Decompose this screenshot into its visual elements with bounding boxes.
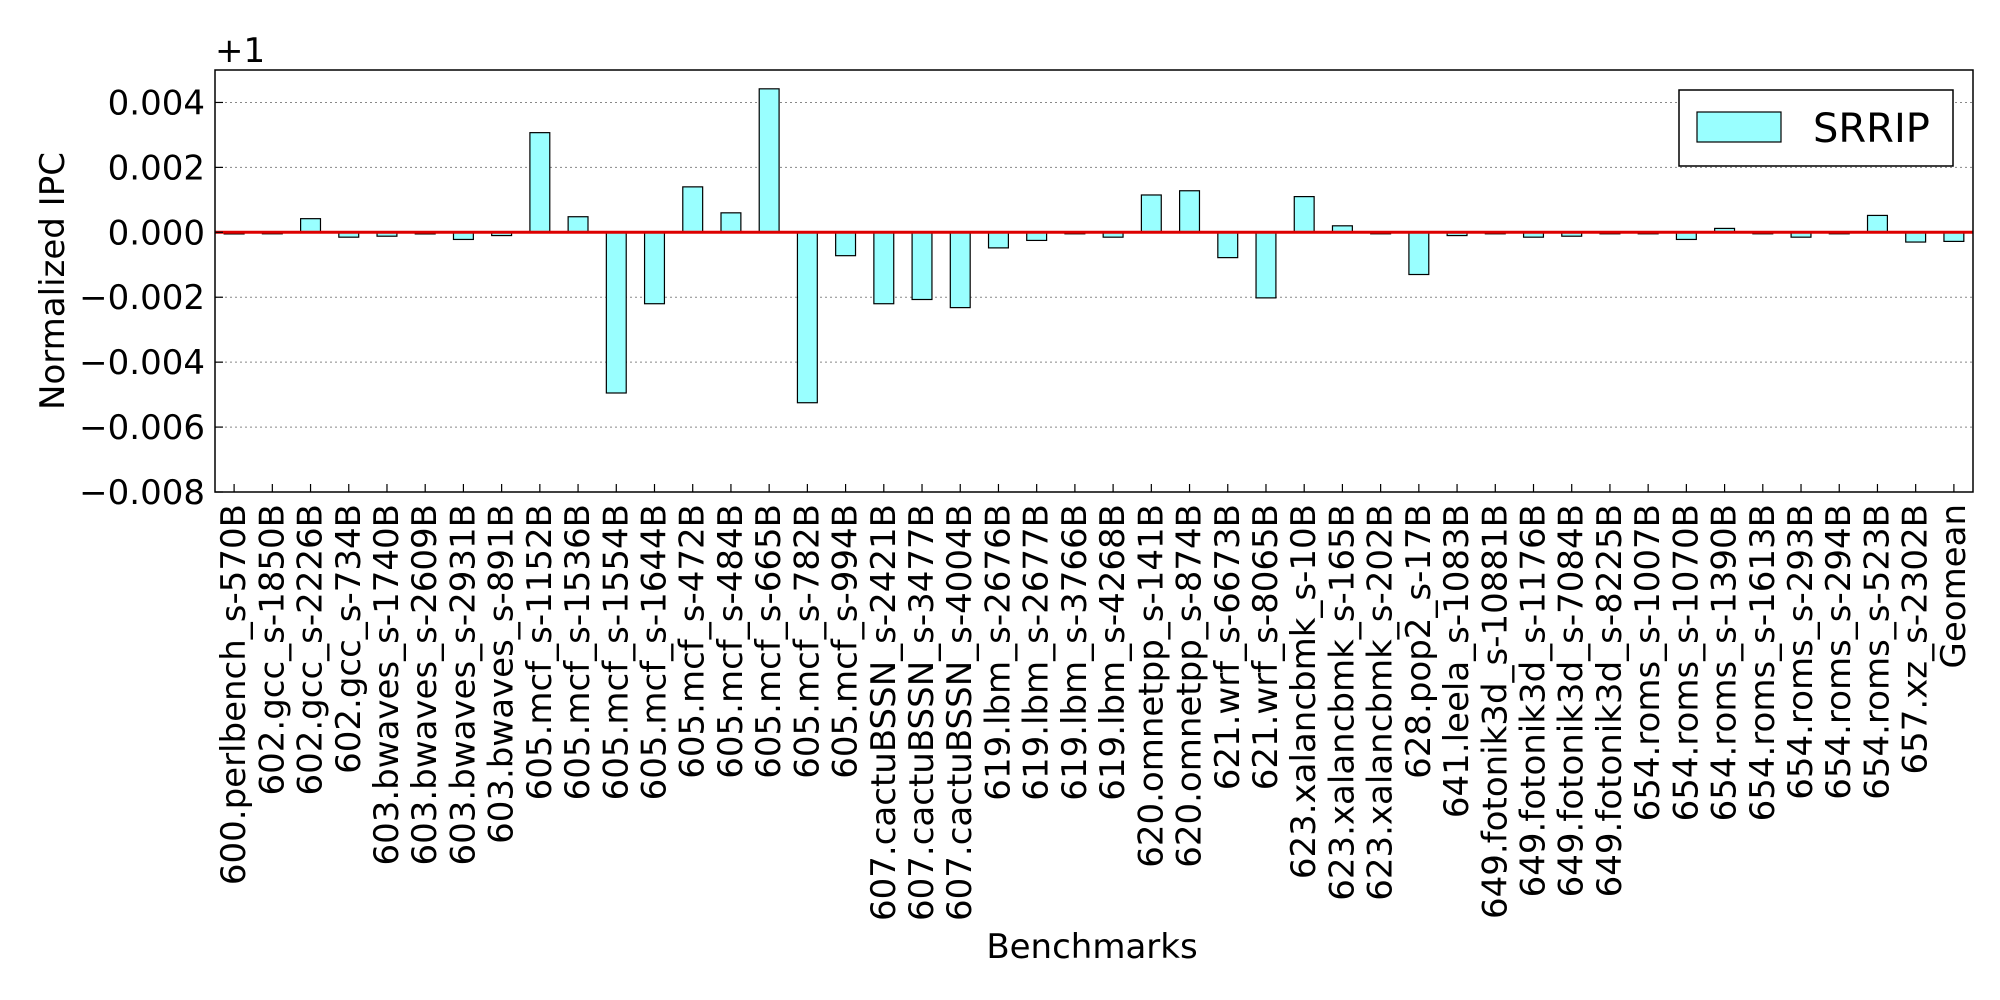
x-tick-label: 657.xz_s-2302B — [1896, 504, 1936, 775]
x-tick-label: 605.mcf_s-472B — [673, 504, 713, 779]
y-tick-label: −0.004 — [79, 343, 205, 383]
x-tick-label: 603.bwaves_s-2931B — [443, 504, 483, 866]
x-axis-title: Benchmarks — [986, 927, 1197, 967]
bar-654.roms_s-523B — [1866, 214, 1888, 233]
x-tick-label: 619.lbm_s-2677B — [1017, 504, 1057, 801]
bar-605.mcf_s-1152B — [529, 132, 551, 233]
y-axis-offset-label: +1 — [215, 31, 265, 71]
x-tick-label: 603.bwaves_s-891B — [482, 504, 522, 844]
bar-620.omnetpp_s-874B — [1179, 190, 1201, 233]
bar-605.mcf_s-484B — [720, 212, 742, 233]
x-tick-label: 602.gcc_s-734B — [329, 504, 369, 774]
x-tick-label: 654.roms_s-1613B — [1743, 504, 1783, 821]
x-tick-label: 628.pop2_s-17B — [1399, 504, 1439, 779]
bar-620.omnetpp_s-141B — [1140, 194, 1162, 233]
y-tick-label: 0.002 — [108, 148, 205, 188]
bar-605.mcf_s-1536B — [567, 216, 589, 233]
x-tick-label: 649.fotonik3d_s-1176B — [1514, 504, 1554, 897]
x-axis-ticks: 600.perlbench_s-570B602.gcc_s-1850B602.g… — [214, 484, 1974, 921]
y-tick-label: −0.002 — [79, 278, 205, 318]
x-tick-label: 654.roms_s-294B — [1819, 504, 1859, 800]
x-tick-label: Geomean — [1934, 504, 1974, 669]
bar-605.mcf_s-472B — [682, 186, 704, 233]
x-tick-label: 602.gcc_s-1850B — [252, 504, 292, 796]
bar-621.wrf_s-8065B — [1255, 231, 1277, 299]
legend-label-srrip: SRRIP — [1813, 106, 1930, 152]
x-tick-label: 641.leela_s-1083B — [1437, 504, 1477, 818]
x-tick-label: 654.roms_s-1390B — [1705, 504, 1745, 821]
y-tick-label: 0.000 — [108, 213, 205, 253]
y-axis-ticks: 0.004 0.002 0.000 −0.002 −0.004 −0.006 −0.008 — [79, 83, 223, 513]
bar-607.cactuBSSN_s-4004B — [949, 231, 971, 309]
x-tick-label: 605.mcf_s-484B — [711, 504, 751, 779]
bar-605.mcf_s-782B — [796, 231, 818, 404]
x-tick-label: 654.roms_s-1007B — [1628, 504, 1668, 821]
plot-area-frame — [214, 69, 1974, 493]
x-tick-label: 607.cactuBSSN_s-2421B — [864, 504, 904, 921]
bar-602.gcc_s-2226B — [300, 218, 322, 233]
legend-swatch-srrip — [1696, 111, 1782, 143]
x-tick-label: 649.fotonik3d_s-10881B — [1475, 504, 1515, 919]
x-tick-label: 600.perlbench_s-570B — [214, 504, 254, 885]
x-tick-label: 620.omnetpp_s-141B — [1131, 504, 1171, 868]
x-tick-label: 602.gcc_s-2226B — [291, 504, 331, 796]
x-tick-label: 607.cactuBSSN_s-3477B — [902, 504, 942, 921]
x-tick-label: 605.mcf_s-1536B — [558, 504, 598, 800]
bar-623.xalancbmk_s-10B — [1293, 196, 1315, 233]
y-tick-label: −0.006 — [79, 408, 205, 448]
y-axis-title: Normalized IPC — [33, 152, 73, 410]
bar-605.mcf_s-994B — [835, 231, 857, 257]
bar-607.cactuBSSN_s-3477B — [911, 231, 933, 301]
x-tick-label: 607.cactuBSSN_s-4004B — [940, 504, 980, 921]
x-tick-label: 620.omnetpp_s-874B — [1170, 504, 1210, 868]
x-tick-label: 605.mcf_s-1554B — [596, 504, 636, 800]
bar-605.mcf_s-1644B — [643, 231, 666, 305]
y-tick-label: 0.004 — [108, 83, 205, 123]
x-tick-label: 605.mcf_s-782B — [787, 504, 827, 779]
x-tick-label: 623.xalancbmk_s-202B — [1361, 504, 1401, 901]
bar-619.lbm_s-2676B — [987, 231, 1009, 249]
x-tick-label: 605.mcf_s-994B — [826, 504, 866, 779]
x-tick-label: 603.bwaves_s-2609B — [405, 504, 445, 866]
x-tick-label: 623.xalancbmk_s-10B — [1284, 504, 1324, 879]
bar-628.pop2_s-17B — [1408, 231, 1430, 276]
x-tick-label: 623.xalancbmk_s-165B — [1322, 504, 1362, 901]
x-tick-label: 654.roms_s-523B — [1857, 504, 1897, 800]
x-tick-label: 605.mcf_s-665B — [749, 504, 789, 779]
x-tick-label: 603.bwaves_s-1740B — [367, 504, 407, 866]
bar-605.mcf_s-665B — [758, 88, 780, 233]
x-tick-label: 619.lbm_s-4268B — [1093, 504, 1133, 801]
x-tick-label: 649.fotonik3d_s-8225B — [1590, 504, 1630, 897]
x-tick-label: 654.roms_s-1070B — [1666, 504, 1706, 821]
bar-607.cactuBSSN_s-2421B — [873, 231, 895, 305]
x-tick-label: 619.lbm_s-2676B — [978, 504, 1018, 801]
x-tick-label: 619.lbm_s-3766B — [1055, 504, 1095, 801]
x-tick-label: 621.wrf_s-8065B — [1246, 504, 1286, 790]
legend: SRRIP — [1678, 89, 1954, 167]
x-tick-label: 621.wrf_s-6673B — [1208, 504, 1248, 790]
x-tick-label: 605.mcf_s-1152B — [520, 504, 560, 800]
x-tick-label: 649.fotonik3d_s-7084B — [1552, 504, 1592, 897]
x-tick-label: 654.roms_s-293B — [1781, 504, 1821, 800]
y-tick-label: −0.008 — [79, 473, 205, 513]
bar-605.mcf_s-1554B — [605, 231, 627, 394]
bar-621.wrf_s-6673B — [1217, 231, 1239, 259]
x-tick-label: 605.mcf_s-1644B — [635, 504, 675, 800]
